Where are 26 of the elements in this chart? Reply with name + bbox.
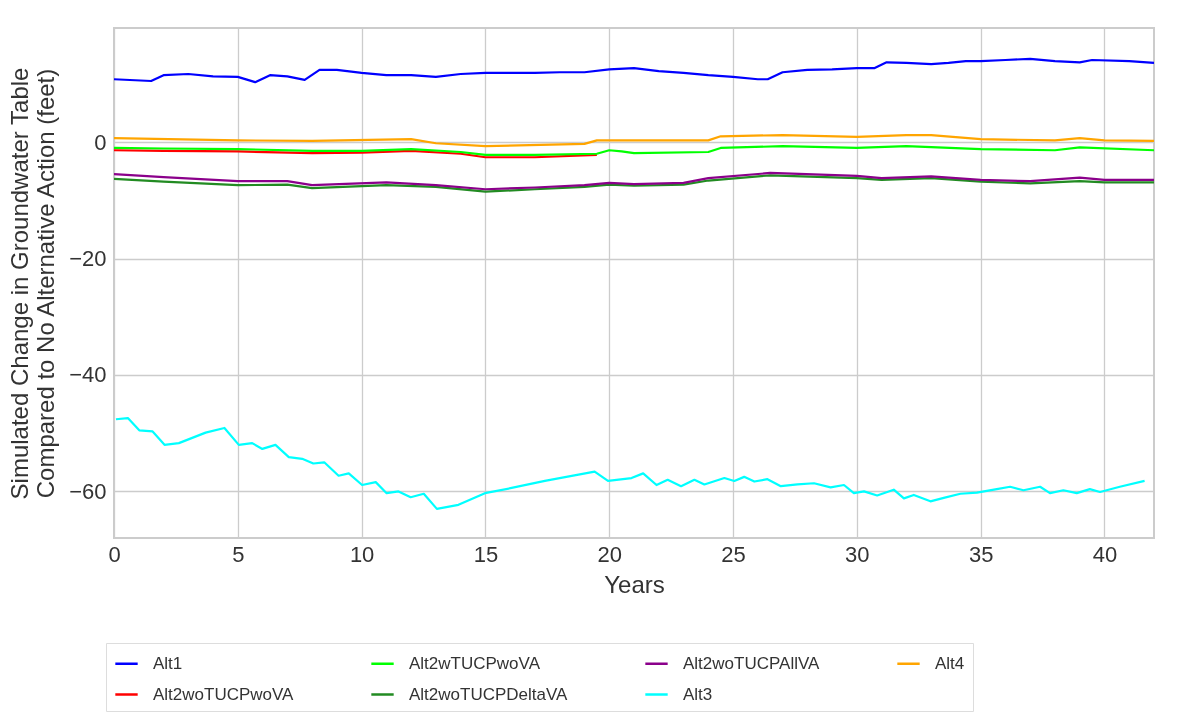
line-series: [114, 145, 1154, 157]
x-tick-label: 35: [968, 541, 994, 567]
x-tick-label: 20: [597, 541, 622, 567]
line-series: [114, 57, 1154, 84]
y-axis-title: Simulated Change in Groundwater Table Compared to No Alternative Action (feet): [6, 67, 60, 500]
x-tick-label: 40: [1092, 541, 1118, 567]
y-tick-label: 0: [94, 129, 107, 155]
line-series: [114, 416, 1146, 510]
legend-label: Alt2woTUCPAllVA: [683, 653, 821, 673]
y-tick-label: −40: [69, 362, 107, 388]
x-tick-label: 30: [845, 541, 870, 567]
x-tick-label: 5: [232, 541, 245, 567]
y-tick-label: −20: [69, 246, 107, 272]
line-series: [114, 134, 1154, 148]
legend-label: Alt1: [153, 653, 183, 673]
x-axis-title: Years: [604, 570, 665, 598]
line-series: [114, 149, 598, 159]
y-tick-label: −60: [69, 478, 107, 504]
x-tick-label: 15: [473, 541, 499, 567]
legend-label: Alt2wTUCPwoVA: [409, 653, 541, 673]
legend-label: Alt4: [935, 653, 965, 673]
legend-label: Alt2woTUCPDeltaVA: [409, 684, 569, 704]
x-tick-label: 10: [349, 541, 375, 567]
legend-label: Alt3: [683, 684, 713, 704]
legend-label: Alt2woTUCPwoVA: [153, 684, 295, 704]
x-tick-label: 25: [721, 541, 746, 567]
